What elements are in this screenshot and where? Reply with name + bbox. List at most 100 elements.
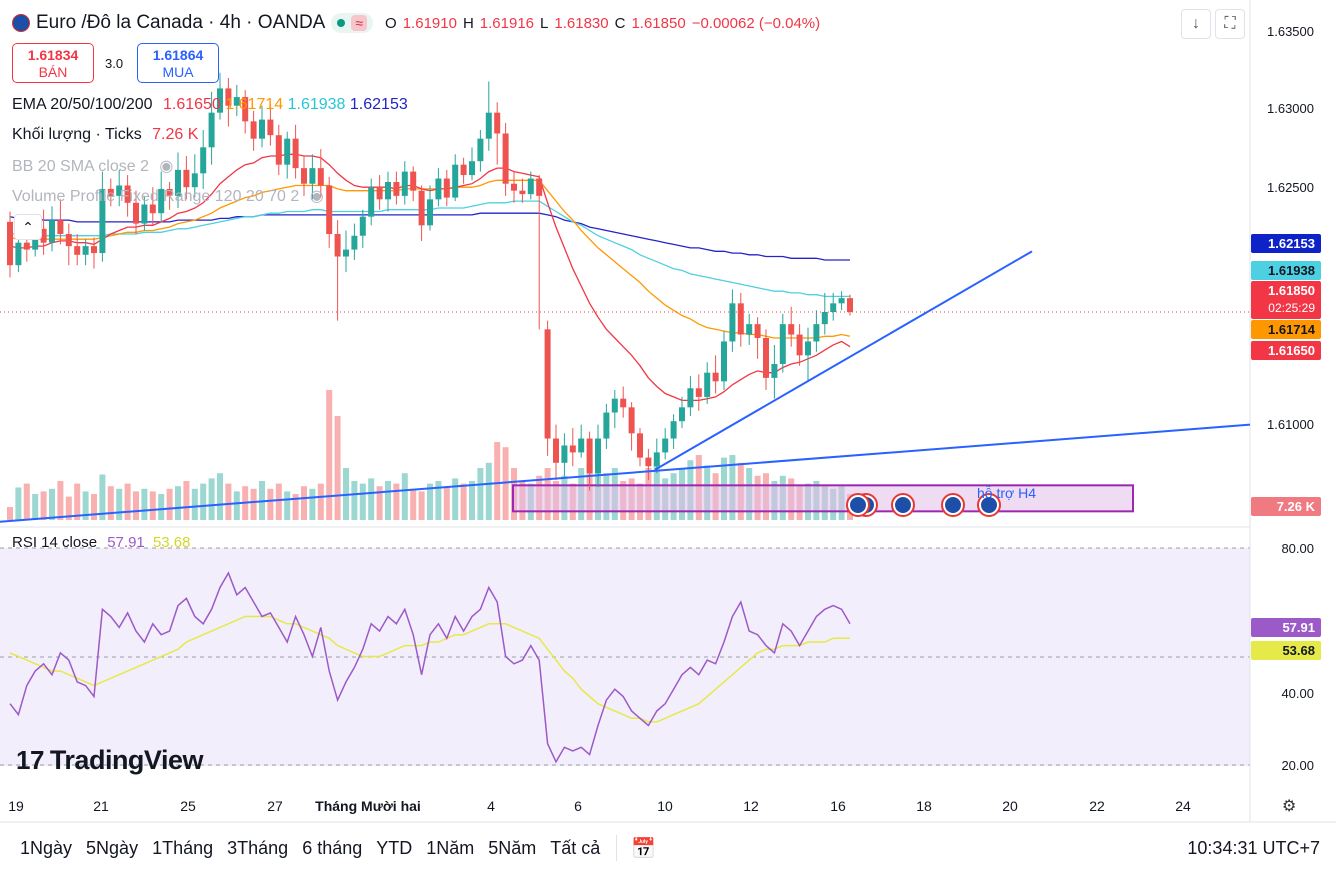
eu-flag-icon[interactable] bbox=[941, 493, 965, 517]
candle bbox=[359, 216, 366, 236]
tv-mark-icon: 17 bbox=[16, 745, 44, 775]
support-zone-label: hỗ trợ H4 bbox=[977, 485, 1036, 501]
range-6m[interactable]: 6 tháng bbox=[302, 837, 363, 858]
time-tick: 21 bbox=[93, 798, 109, 814]
volume-bar bbox=[149, 491, 156, 520]
range-5y[interactable]: 5Năm bbox=[488, 837, 537, 858]
range-ytd[interactable]: YTD bbox=[376, 837, 413, 858]
range-1y[interactable]: 1Năm bbox=[426, 837, 475, 858]
ema200-value: 1.62153 bbox=[349, 96, 408, 113]
rsi-ma-line bbox=[9, 615, 850, 723]
volume-bar bbox=[443, 486, 450, 520]
symbol-flag-icon bbox=[12, 14, 30, 32]
candle bbox=[410, 171, 417, 191]
volume-bar bbox=[401, 473, 408, 520]
candle bbox=[65, 234, 72, 247]
data-mode-badge[interactable]: ≈ bbox=[351, 15, 368, 31]
volume-legend[interactable]: Khối lượng · Ticks 7.26 K bbox=[12, 126, 199, 143]
volume-bar bbox=[502, 447, 509, 520]
download-icon[interactable]: ↓ bbox=[1181, 9, 1211, 39]
time-tick: 18 bbox=[916, 798, 932, 814]
candle bbox=[40, 228, 47, 243]
rsi-tick: 80.00 bbox=[1281, 541, 1314, 556]
volume-bar bbox=[376, 486, 383, 520]
volume-bar bbox=[460, 483, 467, 520]
ema50-value: 1.61714 bbox=[225, 96, 284, 113]
candle bbox=[569, 445, 576, 453]
clock[interactable]: 10:34:31 UTC+7 bbox=[1187, 837, 1320, 858]
time-tick: 10 bbox=[657, 798, 673, 814]
sell-price: 1.61834 bbox=[27, 47, 79, 63]
sell-label: BÁN bbox=[38, 64, 68, 80]
price-tick: 1.63000 bbox=[1267, 101, 1314, 116]
volume-bar bbox=[107, 486, 114, 520]
ohlc-readout: O 1.61910 H 1.61916 L 1.61830 C 1.61850 −0.0… bbox=[385, 14, 821, 32]
rsi-tick: 20.00 bbox=[1281, 758, 1314, 773]
candle bbox=[502, 133, 509, 184]
bb-legend[interactable]: BB 20 SMA close 2 ◉ bbox=[12, 158, 174, 175]
candle bbox=[511, 183, 517, 191]
last-price-tag: 1.61850 02:25:29 bbox=[1251, 281, 1321, 319]
volume-bar bbox=[200, 483, 207, 520]
candle bbox=[175, 169, 181, 196]
volume-value: 7.26 K bbox=[152, 126, 199, 143]
volume-bar bbox=[494, 442, 501, 520]
volume-bar bbox=[225, 483, 232, 520]
candle bbox=[561, 445, 568, 463]
candle bbox=[586, 438, 593, 474]
time-tick: 24 bbox=[1175, 798, 1191, 814]
volume-tag: 7.26 K bbox=[1251, 497, 1321, 516]
rsi-legend[interactable]: RSI 14 close 57.91 53.68 bbox=[12, 534, 191, 551]
range-1d[interactable]: 1Ngày bbox=[20, 837, 73, 858]
ema20-value: 1.61650 bbox=[163, 96, 221, 113]
hidden-eye-icon[interactable]: ◉ bbox=[309, 188, 324, 205]
range-1m[interactable]: 1Tháng bbox=[152, 837, 214, 858]
volume-bar bbox=[469, 481, 475, 520]
candle bbox=[637, 433, 643, 458]
candle bbox=[435, 178, 442, 200]
ema-legend[interactable]: EMA 20/50/100/200 1.61650 1.61714 1.6193… bbox=[12, 96, 408, 113]
sell-button[interactable]: 1.61834 BÁN bbox=[12, 43, 94, 83]
toolbar-divider bbox=[616, 835, 618, 861]
eu-flag-icon[interactable] bbox=[891, 493, 915, 517]
market-status[interactable]: ≈ bbox=[331, 13, 374, 33]
buy-button[interactable]: 1.61864 MUA bbox=[137, 43, 219, 83]
time-tick: Tháng Mười hai bbox=[315, 798, 421, 814]
candle bbox=[704, 372, 711, 397]
candle bbox=[317, 168, 324, 186]
hidden-eye-icon[interactable]: ◉ bbox=[159, 158, 174, 175]
candle bbox=[23, 242, 30, 250]
volume-bar bbox=[74, 483, 81, 520]
vp-legend[interactable]: Volume Profile Fixed Range 120 20 70 2 ◉ bbox=[12, 188, 324, 205]
candle bbox=[351, 235, 358, 250]
eu-flag-icon[interactable] bbox=[846, 493, 870, 517]
candle bbox=[225, 88, 232, 106]
date-range-calendar-icon[interactable]: 📅 bbox=[631, 837, 657, 860]
volume-bar bbox=[410, 488, 417, 520]
volume-bar bbox=[435, 481, 442, 520]
candle bbox=[620, 398, 627, 408]
settings-gear-icon[interactable]: ⚙ bbox=[1282, 798, 1297, 815]
candle bbox=[746, 324, 753, 335]
candle bbox=[267, 119, 274, 136]
candle bbox=[721, 341, 727, 382]
candle bbox=[578, 438, 585, 453]
collapse-legend-button[interactable]: ⌃ bbox=[14, 214, 42, 240]
rsi-ma-tag: 53.68 bbox=[1251, 641, 1321, 660]
range-5d[interactable]: 5Ngày bbox=[86, 837, 139, 858]
fullscreen-icon[interactable]: ⛶ bbox=[1215, 9, 1245, 39]
candle bbox=[729, 303, 736, 342]
candle bbox=[191, 173, 198, 188]
range-3m[interactable]: 3Tháng bbox=[227, 837, 289, 858]
range-all[interactable]: Tất cả bbox=[550, 837, 601, 858]
time-tick: 12 bbox=[743, 798, 759, 814]
candle bbox=[536, 178, 543, 196]
eu-flag-icon[interactable] bbox=[977, 493, 1001, 517]
volume-bar bbox=[301, 486, 307, 520]
candle bbox=[469, 161, 475, 176]
spread-value: 3.0 bbox=[105, 56, 124, 71]
volume-bar bbox=[141, 488, 148, 520]
symbol-title[interactable]: Euro /Đô la Canada · 4h · OANDA bbox=[36, 12, 326, 33]
candle bbox=[301, 168, 307, 184]
